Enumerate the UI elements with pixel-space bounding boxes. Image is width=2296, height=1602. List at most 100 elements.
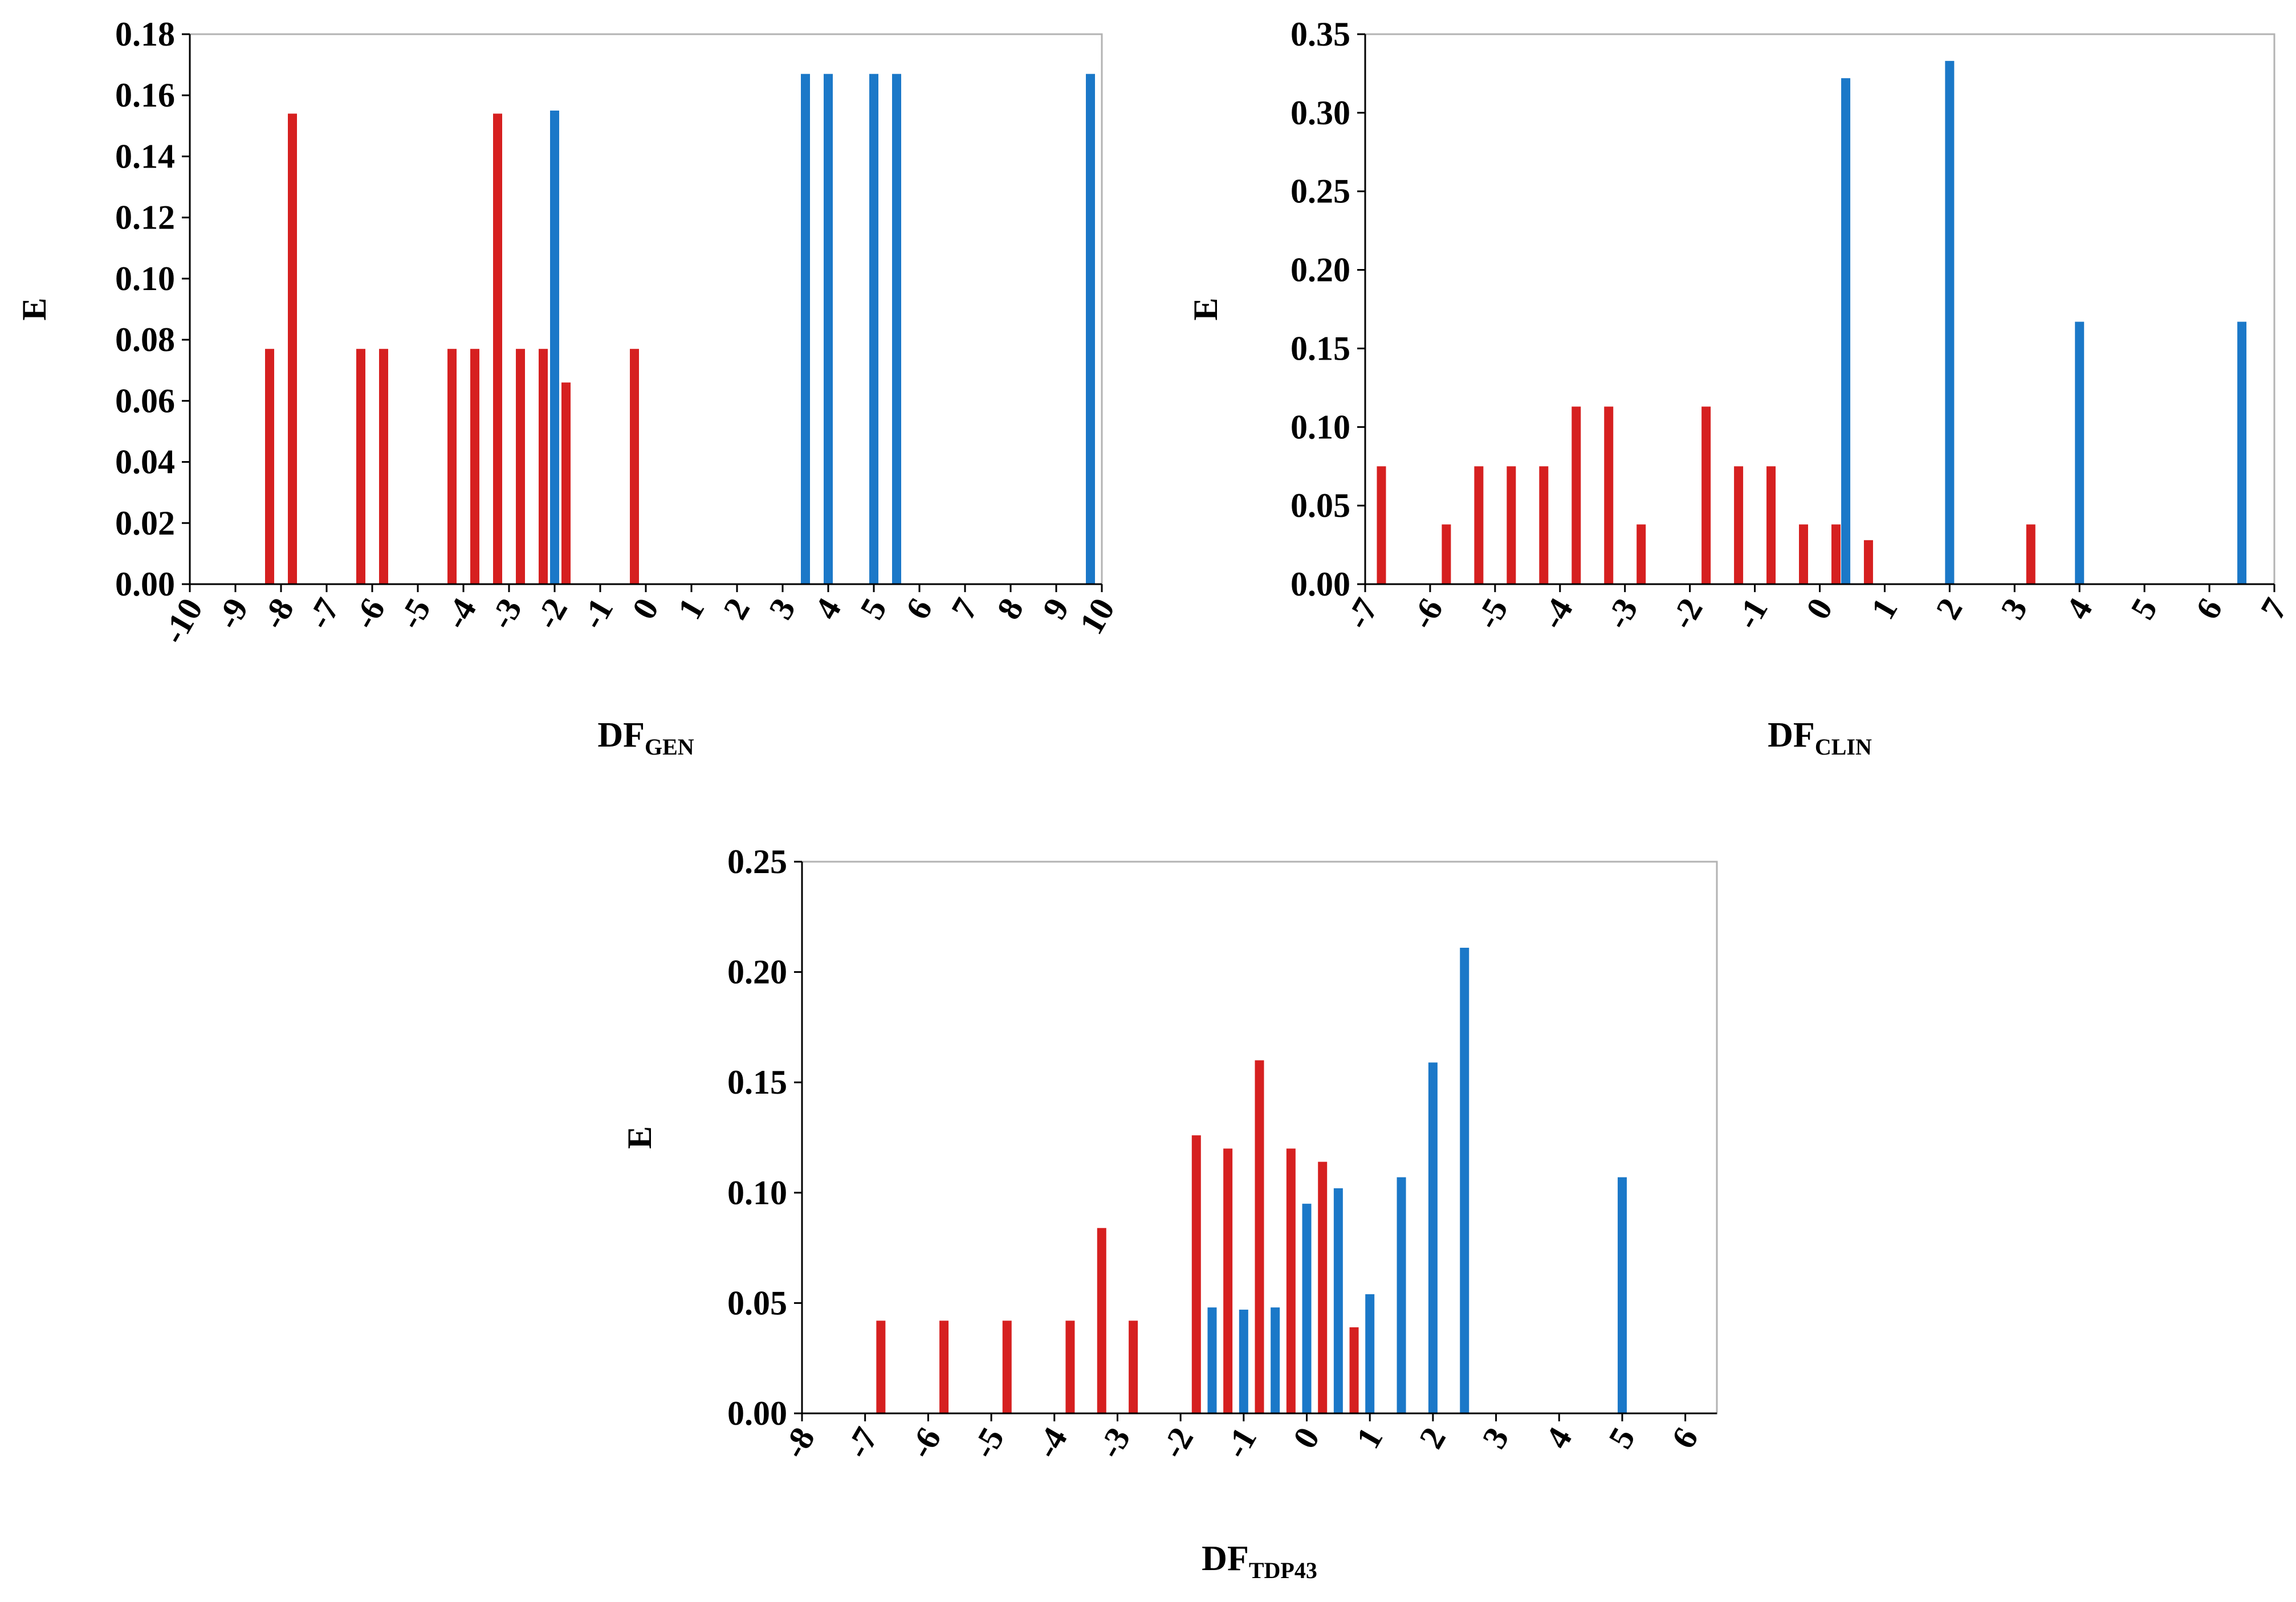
bar-blue bbox=[2237, 321, 2247, 584]
bar-red bbox=[1734, 466, 1744, 584]
x-tick-label: 0 bbox=[1799, 592, 1840, 626]
x-tick-label: 2 bbox=[716, 592, 757, 626]
x-tick-label: 1 bbox=[670, 592, 711, 626]
y-tick-label: 0.04 bbox=[115, 443, 175, 481]
bar-red bbox=[1318, 1161, 1328, 1413]
x-tick-label: -5 bbox=[391, 592, 438, 635]
bar-red bbox=[1766, 466, 1776, 584]
y-tick-label: 0.12 bbox=[115, 199, 175, 237]
plot-frame bbox=[1364, 33, 2275, 585]
x-tick-label: 2 bbox=[1928, 592, 1969, 626]
y-tick-label: 0.10 bbox=[115, 260, 175, 297]
y-tick-label: 0.00 bbox=[115, 565, 175, 603]
bar-blue bbox=[1207, 1307, 1217, 1413]
bar-red bbox=[1539, 466, 1549, 584]
x-tick-label: -1 bbox=[1217, 1421, 1264, 1465]
x-tick-label: 4 bbox=[807, 592, 848, 626]
bar-red bbox=[1349, 1327, 1359, 1413]
x-tick-label: 1 bbox=[1349, 1421, 1390, 1455]
bar-red bbox=[1002, 1320, 1012, 1413]
bar-blue bbox=[1460, 948, 1469, 1413]
y-tick-label: 0.08 bbox=[115, 321, 175, 358]
bar-red bbox=[1507, 466, 1516, 584]
bar-red bbox=[1129, 1320, 1138, 1413]
bar-red bbox=[470, 349, 479, 584]
bar-red bbox=[1604, 406, 1614, 584]
x-tick-label: -1 bbox=[573, 592, 620, 635]
x-tick-label: 10 bbox=[1072, 592, 1122, 641]
y-tick-label: 0.00 bbox=[1291, 565, 1350, 603]
x-tick-label: 6 bbox=[2188, 592, 2229, 626]
y-tick-label: 0.06 bbox=[115, 382, 175, 419]
bar-red bbox=[1831, 524, 1841, 584]
bar-red bbox=[1799, 524, 1809, 584]
x-tick-label: 7 bbox=[944, 592, 985, 626]
bar-blue bbox=[892, 74, 901, 584]
x-tick-label: 9 bbox=[1035, 592, 1076, 626]
bar-red bbox=[630, 349, 639, 584]
chart-gen: 0.00 0.02 0.04 0.06 0.08 0.10 0.12 0.14 0.16 0.18… bbox=[15, 15, 1122, 760]
y-tick-label: 0.05 bbox=[1291, 487, 1350, 524]
x-tick-label: 6 bbox=[898, 592, 939, 626]
x-tick-label: 8 bbox=[990, 592, 1031, 626]
x-tick-label: 3 bbox=[1993, 592, 2034, 626]
y-tick-label: 0.20 bbox=[727, 953, 787, 991]
x-tick-label: 1 bbox=[1864, 592, 1905, 626]
bar-red bbox=[1191, 1135, 1201, 1413]
bar-blue bbox=[2075, 321, 2085, 584]
x-tick-label: 3 bbox=[762, 592, 803, 626]
bar-red bbox=[379, 349, 388, 584]
bar-blue bbox=[1428, 1062, 1438, 1413]
x-tick-label: -3 bbox=[1598, 592, 1645, 635]
bar-red bbox=[1442, 524, 1451, 584]
bar-red bbox=[1223, 1148, 1233, 1413]
x-tick-label: 3 bbox=[1475, 1421, 1516, 1455]
x-tick-label: 5 bbox=[1601, 1421, 1642, 1455]
bar-blue bbox=[869, 74, 878, 584]
x-tick-label: -6 bbox=[345, 592, 392, 635]
bar-red bbox=[1636, 524, 1646, 584]
chart-tdp43: 0.000.050.100.150.200.25-8 -7 -6 -5 -4 -3 -2 -1… bbox=[621, 843, 1718, 1583]
x-tick-label: -5 bbox=[964, 1421, 1011, 1465]
bar-blue bbox=[1086, 74, 1095, 584]
bar-blue bbox=[1945, 60, 1955, 584]
bar-blue bbox=[550, 111, 559, 584]
y-tick-label: 0.25 bbox=[727, 843, 787, 881]
y-tick-label: 0.25 bbox=[1291, 173, 1350, 210]
x-axis-label: DFCLIN bbox=[1768, 716, 1872, 760]
chart-clin: 0.000.050.100.150.200.250.300.35-7 -6 -5 -4… bbox=[1187, 15, 2294, 760]
bar-red bbox=[356, 349, 365, 584]
bar-blue bbox=[1841, 78, 1851, 584]
y-tick-label: 0.15 bbox=[1291, 329, 1350, 367]
y-tick-label: 0.18 bbox=[115, 15, 175, 53]
bar-red bbox=[1572, 406, 1581, 584]
x-tick-label: -6 bbox=[901, 1421, 948, 1465]
y-tick-label: 0.10 bbox=[1291, 408, 1350, 446]
x-axis-label-main: DF bbox=[597, 716, 645, 755]
y-tick-label: 0.30 bbox=[1291, 94, 1350, 132]
bar-blue bbox=[1617, 1177, 1627, 1413]
y-tick-label: 0.10 bbox=[727, 1174, 787, 1212]
x-tick-label: -1 bbox=[1728, 592, 1775, 635]
x-tick-label: 7 bbox=[2253, 592, 2294, 626]
x-axis-label-subscript: GEN bbox=[645, 734, 694, 760]
x-axis-label-main: DF bbox=[1202, 1539, 1249, 1578]
bar-blue bbox=[1302, 1204, 1312, 1413]
x-tick-label: -5 bbox=[1468, 592, 1515, 635]
x-tick-label: -7 bbox=[838, 1421, 885, 1465]
bar-red bbox=[539, 349, 548, 584]
x-axis-label: DFGEN bbox=[597, 716, 694, 760]
y-tick-label: 0.16 bbox=[115, 76, 175, 114]
bar-red bbox=[1474, 466, 1484, 584]
x-axis-label-main: DF bbox=[1768, 716, 1815, 755]
bar-blue bbox=[1271, 1307, 1280, 1413]
y-tick-label: 0.14 bbox=[115, 137, 175, 175]
x-tick-label: -3 bbox=[482, 592, 529, 635]
x-axis-label: DFTDP43 bbox=[1202, 1539, 1317, 1583]
x-tick-label: -6 bbox=[1403, 592, 1450, 635]
y-axis-label: E bbox=[15, 297, 53, 320]
bar-red bbox=[447, 349, 457, 584]
x-tick-label: 4 bbox=[2058, 592, 2099, 626]
y-axis-label: E bbox=[621, 1126, 658, 1149]
